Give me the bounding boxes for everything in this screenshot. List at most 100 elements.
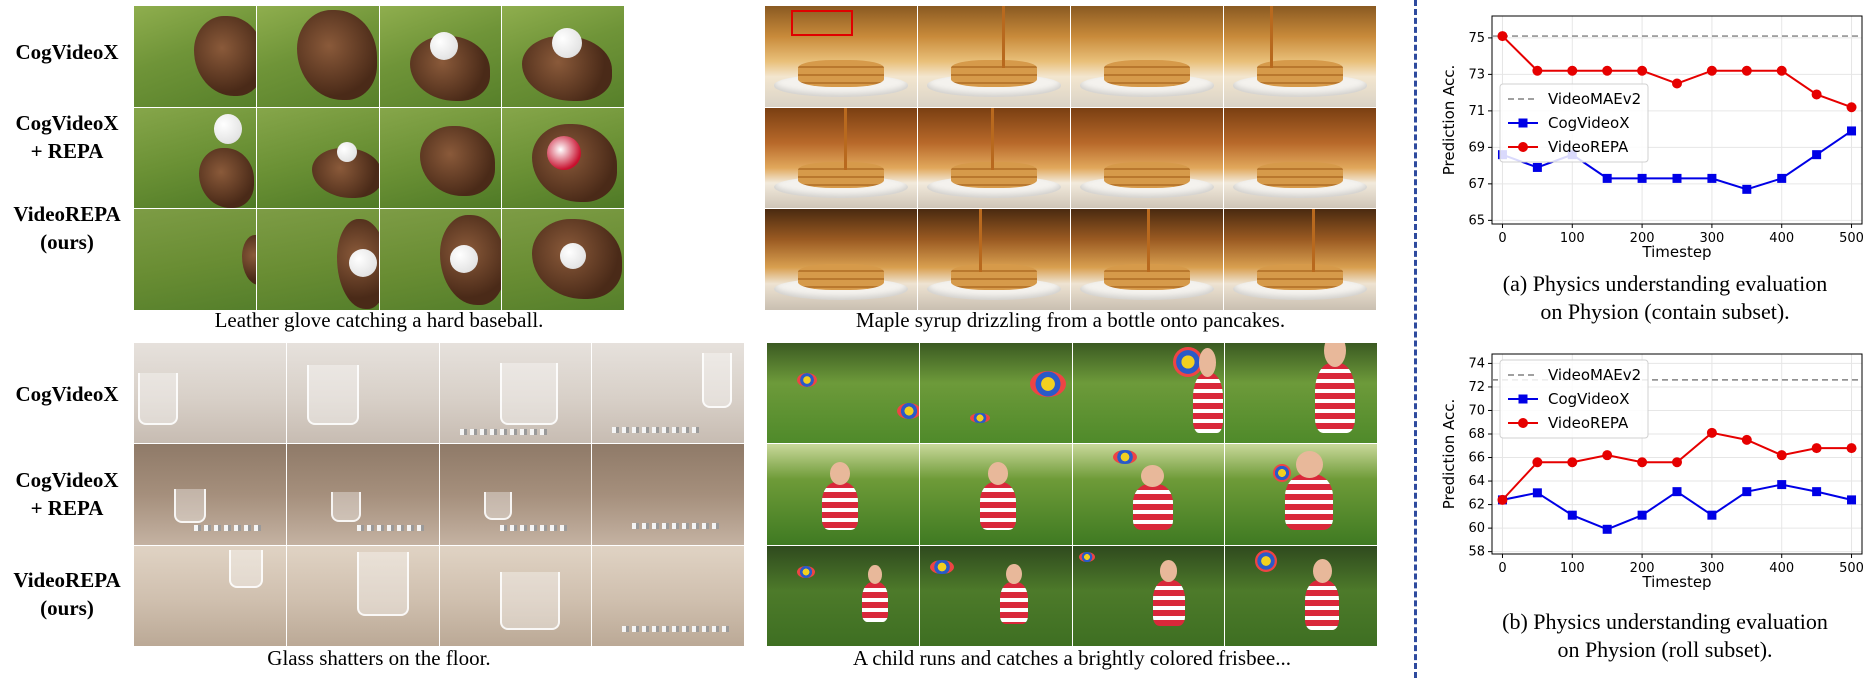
y-tick-label: 73 [1468, 67, 1485, 82]
data-point [1776, 65, 1787, 76]
y-axis-label: Prediction Acc. [1440, 65, 1458, 176]
video-frame [502, 6, 624, 107]
video-frame [379, 107, 502, 209]
video-frame [1071, 209, 1223, 310]
video-frame [592, 343, 744, 444]
caption-line: (a) Physics understanding evaluation [1502, 271, 1828, 296]
video-frame [1072, 444, 1225, 545]
caption-glass: Glass shatters on the floor. [267, 646, 491, 670]
legend-marker [1518, 142, 1528, 152]
data-point [1707, 173, 1717, 183]
row-label-cogvideox: CogVideoX [0, 380, 134, 408]
chart-legend: VideoMAEv2 CogVideoX VideoREPA [1499, 359, 1649, 439]
data-point [1777, 480, 1787, 490]
video-frame [1071, 107, 1223, 209]
legend-marker [1518, 118, 1528, 128]
row-label-text: + REPA [30, 496, 104, 520]
y-tick-label: 72 [1468, 380, 1485, 395]
video-frame [1224, 6, 1376, 107]
video-frame [918, 6, 1070, 107]
video-frame [918, 209, 1070, 310]
video-frame [765, 209, 917, 310]
video-frame [134, 444, 286, 545]
data-point [1602, 524, 1612, 534]
data-point [1497, 494, 1508, 505]
x-axis-label: Timestep [1641, 573, 1711, 591]
y-tick-label: 71 [1468, 104, 1485, 119]
video-frame [286, 444, 439, 545]
video-frame [1071, 6, 1223, 107]
caption-line: on Physion (roll subset). [1557, 637, 1773, 662]
y-tick-label: 69 [1468, 140, 1485, 155]
x-tick-label: 0 [1498, 561, 1506, 576]
plot-frame [1491, 15, 1863, 225]
dashed-divider [1414, 0, 1417, 678]
video-frame [1225, 343, 1377, 444]
series-videorepa [1497, 427, 1857, 505]
video-frame [919, 343, 1072, 444]
video-frame [919, 545, 1072, 646]
data-point [1637, 457, 1648, 468]
data-point [1637, 510, 1647, 520]
video-frame [592, 444, 744, 545]
y-tick-label: 74 [1468, 356, 1485, 371]
row-label-text: + REPA [30, 139, 104, 163]
data-point [1532, 457, 1543, 468]
y-tick-label: 66 [1468, 451, 1485, 466]
y-tick-label: 68 [1468, 427, 1485, 442]
plot-frame [1491, 353, 1863, 555]
legend-label: VideoMAEv2 [1548, 90, 1641, 108]
data-point [1602, 65, 1613, 76]
row-label-text: CogVideoX [15, 468, 119, 492]
highlight-box [791, 10, 853, 36]
video-frame [134, 209, 256, 310]
y-axis-label: Prediction Acc. [1440, 399, 1458, 510]
video-frame [379, 6, 502, 107]
video-frame [256, 209, 379, 310]
legend-label: CogVideoX [1548, 390, 1629, 408]
data-point [1811, 89, 1822, 100]
chart-caption-a: (a) Physics understanding evaluation on … [1470, 270, 1860, 326]
caption-glove: Leather glove catching a hard baseball. [214, 308, 544, 332]
series-videorepa [1497, 31, 1857, 113]
chart-physion-contain: 65 67 69 71 73 75 0 100 200 300 400 500 Timestep Pred… [1440, 15, 1864, 261]
row-label-cogvideox-repa: CogVideoX + REPA [0, 466, 134, 522]
frame-grid-frisbee [767, 343, 1377, 646]
row-label-videorepa: VideoREPA (ours) [0, 566, 134, 622]
video-frame [256, 107, 379, 209]
legend-label: CogVideoX [1548, 114, 1629, 132]
data-point [1846, 443, 1857, 454]
video-frame [767, 343, 919, 444]
video-frame [134, 107, 256, 209]
video-frame [767, 545, 919, 646]
data-point [1637, 173, 1647, 183]
y-tick-label: 60 [1468, 521, 1485, 536]
data-point [1672, 78, 1682, 89]
data-point [1707, 510, 1717, 520]
frame-grid-syrup [765, 6, 1376, 310]
caption-frisbee: A child runs and catches a brightly colo… [853, 646, 1291, 670]
y-tick-label: 75 [1468, 31, 1485, 46]
video-frame [765, 107, 917, 209]
video-frame [134, 343, 286, 444]
video-frame [379, 209, 502, 310]
video-frame [1224, 107, 1376, 209]
y-tick-label: 58 [1468, 545, 1485, 560]
y-tick-label: 67 [1468, 177, 1485, 192]
legend-box [1499, 359, 1649, 439]
legend-label: VideoREPA [1548, 414, 1629, 432]
row-label-cogvideox: CogVideoX [0, 38, 134, 66]
x-tick-label: 500 [1839, 231, 1864, 246]
frame-grid-glove [134, 6, 624, 310]
chart-legend: VideoMAEv2 CogVideoX VideoREPA [1499, 83, 1649, 163]
row-label-text: CogVideoX [15, 382, 119, 406]
row-label-text: CogVideoX [15, 40, 119, 64]
data-point [1741, 434, 1752, 445]
x-tick-label: 500 [1839, 561, 1864, 576]
data-point [1847, 495, 1857, 505]
data-point [1497, 31, 1508, 42]
y-tick-label: 64 [1468, 474, 1485, 489]
row-label-text: CogVideoX [15, 111, 119, 135]
video-frame [765, 6, 917, 107]
row-label-text: VideoREPA [13, 568, 121, 592]
